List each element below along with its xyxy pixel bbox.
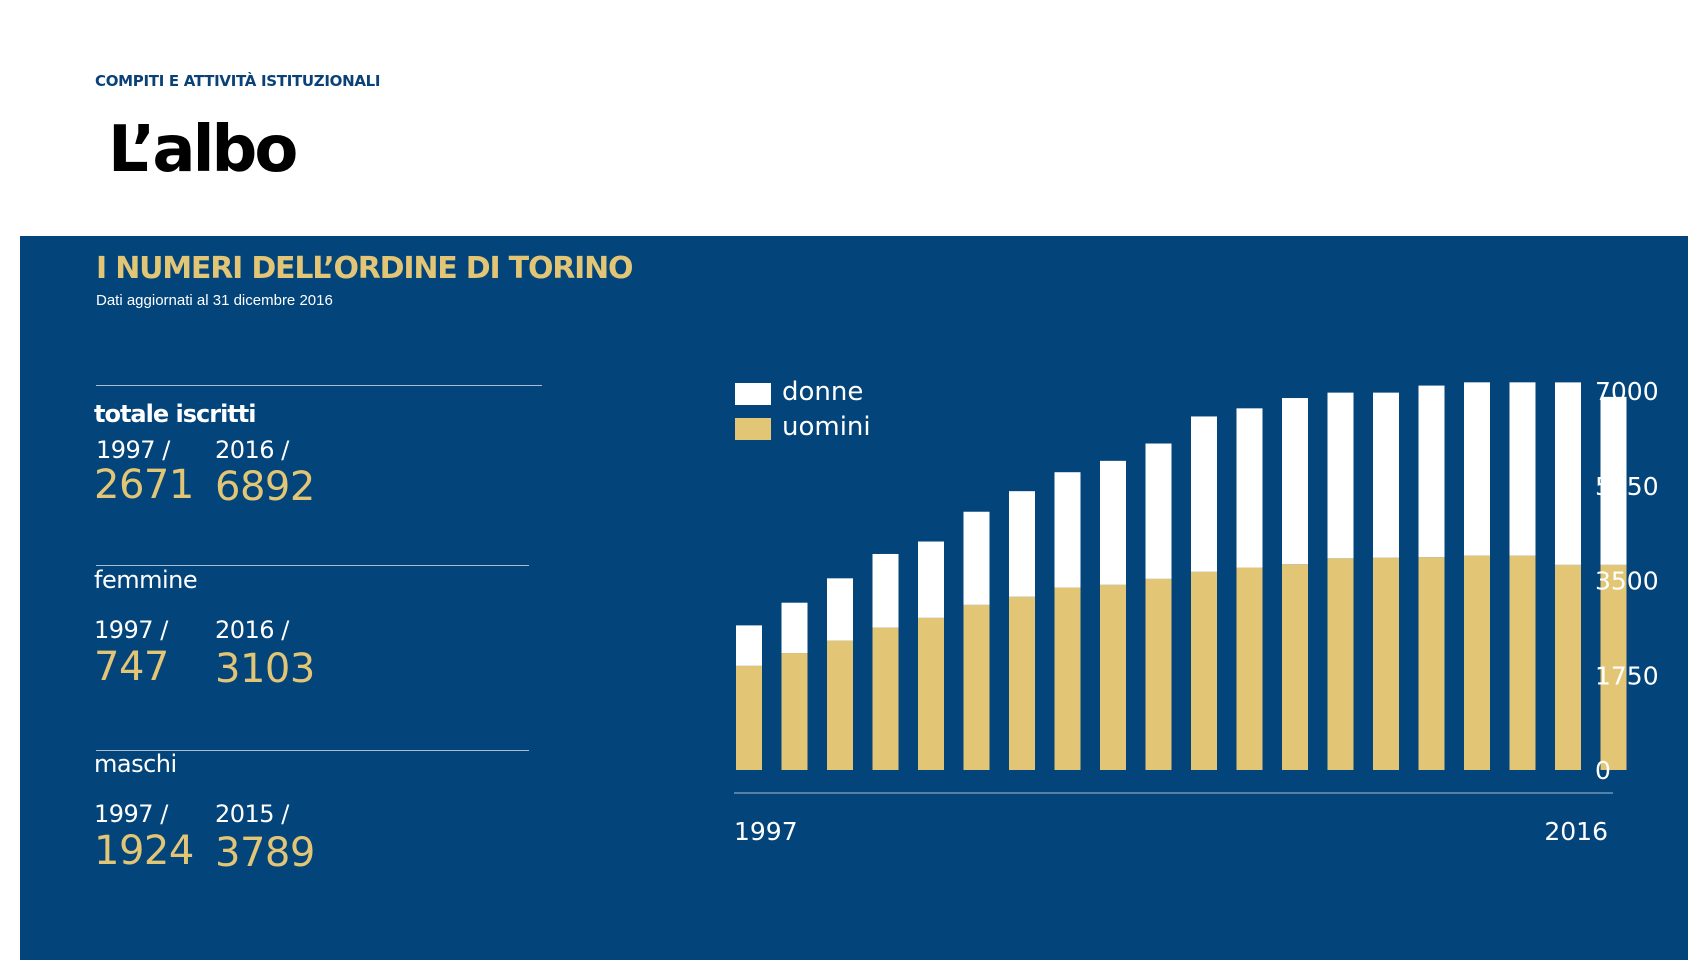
stat-year-end: 2015 / [215,800,289,828]
bar-donne-2014 [1509,382,1536,556]
bar-donne-2001 [918,541,944,618]
stat-value-start: 2671 [94,462,194,508]
y-tick-label: 3500 [1595,567,1659,596]
bar-uomini-2009 [1282,564,1308,770]
y-tick-label: 5250 [1595,472,1659,501]
legend-label-uomini: uomini [782,412,871,442]
bar-donne-1999 [827,578,853,641]
divider [96,565,529,566]
bar-donne-2013 [1464,382,1490,556]
stat-value-end: 6892 [215,464,315,510]
stat-value-end: 3103 [215,646,315,692]
panel-title: I NUMERI DELL’ORDINE DI TORINO [96,251,634,286]
stat-label-femmine: femmine [94,566,198,594]
stat-label-maschi: maschi [94,750,177,778]
bar-donne-2015 [1555,382,1581,565]
bar-chart: 0 1750 3500 5250 7000 1997 2016 [734,377,1659,846]
bar-uomini-2012 [1418,557,1445,770]
bar-uomini-2011 [1373,557,1399,770]
x-end-label: 2016 [1544,817,1608,846]
bar-uomini-2002 [963,604,990,770]
bar-donne-2011 [1373,392,1399,558]
bar-donne-2012 [1418,385,1445,558]
y-tick-label: 1750 [1595,661,1659,690]
bar-donne-2002 [963,511,990,605]
bar-uomini-1999 [827,640,853,770]
bar-donne-2005 [1100,460,1126,585]
bar-donne-2003 [1009,491,1035,597]
bar-donne-2004 [1054,472,1081,588]
bar-uomini-2015 [1555,564,1581,770]
bar-donne-2000 [872,553,899,628]
stat-value-start: 747 [94,644,169,690]
stat-year-start: 1997 / [94,800,168,828]
bar-uomini-2007 [1191,571,1217,770]
bar-donne-1998 [781,602,808,654]
bar-donne-2016 [1600,396,1627,565]
legend-label-donne: donne [782,377,864,407]
bar-uomini-2016 [1600,564,1627,770]
stat-year-start: 1997 / [96,436,170,464]
bar-uomini-2003 [1009,596,1035,770]
bar-uomini-2004 [1054,587,1081,770]
legend-swatch-donne [735,383,771,405]
bar-donne-1997 [736,625,762,666]
y-tick-label: 7000 [1595,377,1659,406]
bar-uomini-2013 [1464,555,1490,770]
legend-swatch-uomini [735,418,771,440]
stat-value-end: 3789 [215,830,315,876]
bar-uomini-2006 [1145,578,1172,770]
y-tick-label: 0 [1595,756,1611,785]
stat-value-start: 1924 [94,828,194,874]
stat-year-start: 1997 / [94,616,168,644]
bar-donne-2009 [1282,398,1308,565]
stats-panel: I NUMERI DELL’ORDINE DI TORINO Dati aggi… [20,236,1688,960]
bar-donne-2006 [1145,443,1172,579]
bar-donne-2010 [1327,392,1354,559]
bar-donne-2007 [1191,416,1217,572]
stat-year-end: 2016 / [215,616,289,644]
section-label: COMPITI E ATTIVITÀ ISTITUZIONALI [95,72,381,90]
stat-label-totale: totale iscritti [94,400,256,428]
bar-uomini-1998 [781,653,808,770]
divider [96,750,529,751]
bar-uomini-2001 [918,617,944,770]
x-start-label: 1997 [734,817,798,846]
bar-uomini-2010 [1327,558,1354,770]
bar-uomini-2005 [1100,584,1126,770]
bar-uomini-1997 [736,665,762,770]
stat-year-end: 2016 / [215,436,289,464]
bar-donne-2008 [1236,408,1263,568]
page-title: L’albo [108,113,298,187]
panel-subtitle: Dati aggiornati al 31 dicembre 2016 [96,292,333,309]
bar-uomini-2000 [872,627,899,770]
bar-uomini-2008 [1236,567,1263,770]
bar-uomini-2014 [1509,555,1536,770]
divider [96,385,542,386]
